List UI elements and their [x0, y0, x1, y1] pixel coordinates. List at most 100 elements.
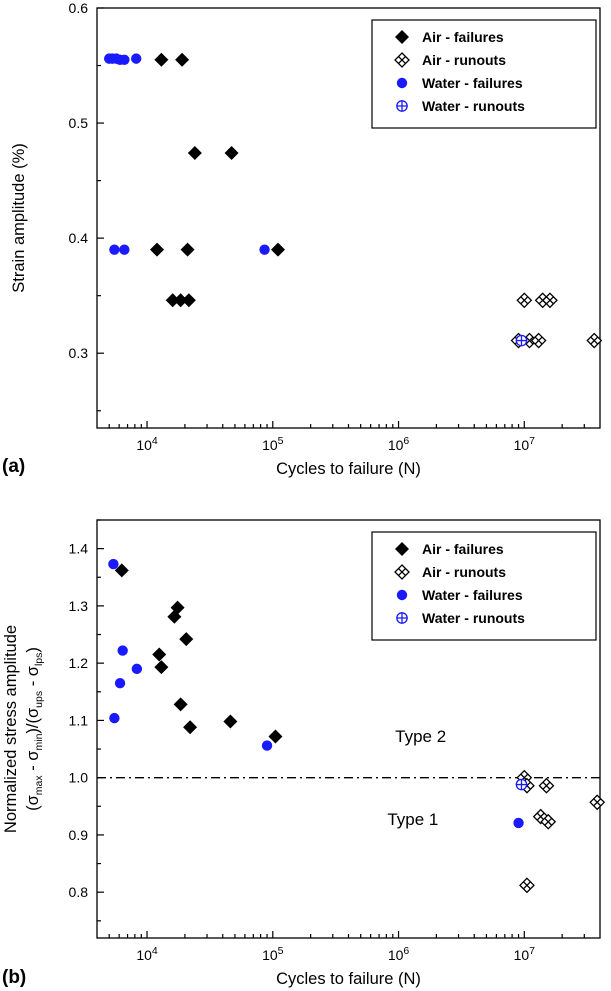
- marker-circle-filled: [108, 558, 119, 570]
- marker-circle-filled: [261, 740, 273, 751]
- marker-diamond-crossed: [394, 52, 410, 68]
- marker-diamond-filled: [152, 647, 167, 662]
- chart-panel-b: 104 105 106 107 0.8 0.9 1.0 1.1 1.2 1.3 1.4 Air - f…: [2, 519, 606, 988]
- marker-diamond-filled: [165, 293, 180, 308]
- y-tick-label: 0.9: [69, 827, 89, 843]
- marker-diamond-filled: [187, 145, 202, 160]
- legend-item: Air - failures: [395, 29, 504, 45]
- x-tick-label: 104: [136, 435, 158, 453]
- panel-b-label: (b): [2, 967, 27, 988]
- series-air-runouts: [516, 769, 606, 894]
- marker-circle-filled: [396, 589, 408, 601]
- panel-b-chart: 104 105 106 107 0.8 0.9 1.0 1.1 1.2 1.3 1.4 Air - f…: [0, 506, 611, 991]
- x-tick-label: 107: [514, 435, 536, 453]
- marker-diamond-crossed: [538, 777, 555, 794]
- marker-diamond-filled: [154, 660, 169, 675]
- marker-circle-plus: [515, 334, 528, 347]
- panel-a-label: (a): [2, 456, 26, 477]
- legend-item: Air - failures: [395, 541, 504, 557]
- x-tick-label: 106: [388, 945, 410, 963]
- marker-diamond-filled: [154, 52, 169, 67]
- annotation-text: Type 2: [395, 727, 446, 746]
- legend: Air - failures Air - runouts Water - failu…: [371, 19, 597, 129]
- axis-tick-labels: 104 105 106 107 0.8 0.9 1.0 1.1 1.2 1.3 1.4: [69, 541, 536, 963]
- series-water-runouts: [515, 334, 528, 347]
- panel-b: 104 105 106 107 0.8 0.9 1.0 1.1 1.2 1.3 1.4 Air - f…: [0, 506, 611, 991]
- marker-diamond-filled: [170, 600, 185, 615]
- y-tick-label: 0.3: [69, 345, 89, 361]
- series-water-failures: [108, 558, 524, 829]
- legend-item: Air - runouts: [394, 52, 506, 68]
- legend-label: Water - runouts: [422, 610, 525, 626]
- marker-diamond-filled: [270, 242, 285, 257]
- marker-diamond-filled: [223, 714, 238, 729]
- legend-label: Water - failures: [422, 587, 523, 603]
- marker-diamond-crossed: [586, 332, 603, 349]
- x-tick-label: 104: [136, 945, 158, 963]
- y-axis-title-line1: Normalized stress amplitude: [2, 625, 20, 833]
- marker-circle-filled: [131, 53, 142, 64]
- marker-circle-filled: [259, 244, 270, 255]
- marker-diamond-filled: [114, 563, 129, 578]
- marker-circle-filled: [119, 54, 130, 65]
- marker-circle-filled: [396, 77, 408, 89]
- legend-box: [371, 19, 597, 129]
- marker-diamond-filled: [149, 242, 164, 257]
- legend-label: Air - runouts: [422, 52, 506, 68]
- marker-circle-filled: [513, 817, 524, 829]
- legend-item: Air - runouts: [394, 564, 506, 580]
- x-tick-label: 107: [514, 945, 536, 963]
- marker-circle-filled: [117, 645, 128, 656]
- series-water-runouts: [515, 778, 528, 791]
- legend-item: Water - failures: [396, 587, 523, 603]
- y-axis-title-line2: (σmax - σmin)/(σups - σlps): [24, 647, 45, 811]
- legend-item: Water - runouts: [396, 610, 525, 626]
- series-air-failures: [114, 563, 283, 744]
- marker-diamond-crossed: [516, 292, 533, 309]
- marker-diamond-crossed: [542, 292, 558, 309]
- marker-diamond-crossed: [540, 813, 557, 830]
- x-axis-title: Cycles to failure (N): [276, 460, 421, 478]
- legend-label: Water - runouts: [422, 98, 525, 114]
- marker-diamond-filled: [268, 729, 283, 744]
- marker-circle-filled: [119, 244, 130, 255]
- legend-label: Air - failures: [422, 541, 504, 557]
- marker-diamond-filled: [180, 242, 195, 257]
- marker-diamond-filled: [183, 720, 198, 735]
- legend-label: Air - runouts: [422, 564, 506, 580]
- legend-label: Water - failures: [422, 75, 523, 91]
- marker-diamond-crossed: [394, 564, 410, 580]
- marker-diamond-crossed: [589, 794, 606, 811]
- panel-a-chart: 104 105 106 107 0.3 0.4 0.5 0.6 Air - failures Ai…: [0, 0, 611, 480]
- x-tick-label: 106: [388, 435, 410, 453]
- y-tick-label: 1.3: [69, 598, 89, 614]
- y-tick-label: 1.2: [69, 655, 89, 671]
- series-water-failures: [103, 53, 270, 255]
- marker-diamond-crossed: [519, 877, 535, 894]
- y-tick-label: 0.8: [69, 884, 89, 900]
- y-axis-title-line1: Strain amplitude (%): [10, 143, 28, 292]
- legend-item: Water - runouts: [396, 98, 525, 114]
- legend-box: [371, 531, 597, 641]
- x-tick-label: 105: [262, 945, 284, 963]
- marker-circle-filled: [131, 663, 143, 675]
- marker-circle-plus: [396, 612, 408, 624]
- marker-diamond-filled: [224, 145, 239, 160]
- marker-circle-filled: [109, 244, 120, 255]
- marker-circle-filled: [114, 677, 126, 689]
- annotation-text: Type 1: [387, 810, 438, 829]
- marker-diamond-filled: [179, 632, 194, 647]
- marker-diamond-filled: [167, 609, 182, 624]
- panel-a: 104 105 106 107 0.3 0.4 0.5 0.6 Air - failures Ai…: [0, 0, 611, 480]
- marker-diamond-filled: [173, 293, 188, 308]
- y-tick-label: 0.6: [69, 0, 89, 16]
- plot-frame: [96, 7, 601, 429]
- y-tick-label: 1.1: [69, 712, 89, 728]
- marker-circle-plus: [396, 100, 408, 112]
- plot-frame: [96, 519, 601, 939]
- marker-diamond-filled: [181, 293, 196, 308]
- marker-diamond-crossed: [530, 332, 547, 349]
- y-tick-label: 1.0: [69, 770, 89, 786]
- x-tick-label: 105: [262, 435, 284, 453]
